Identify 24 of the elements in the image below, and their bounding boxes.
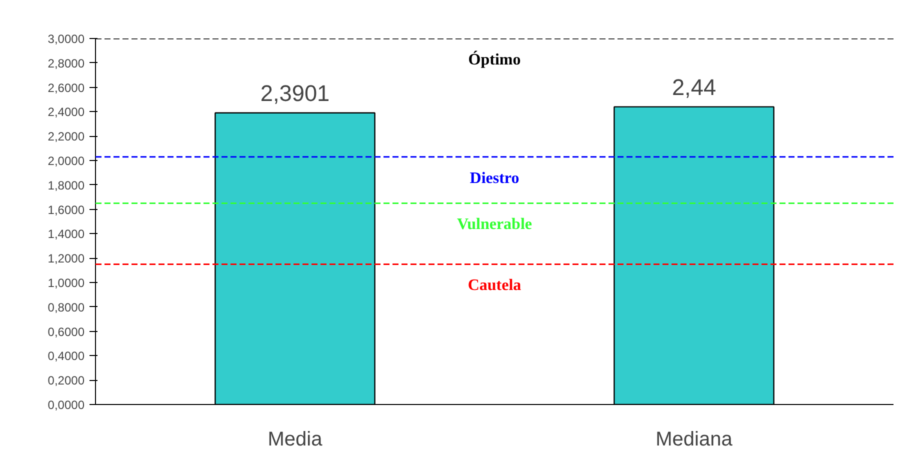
y-tick-label: 1,2000 (48, 252, 85, 266)
y-tick-label: 3,0000 (48, 32, 85, 46)
y-tick-label: 0,4000 (48, 349, 85, 364)
y-tick-label: 2,4000 (48, 105, 85, 120)
y-tick-label: 1,0000 (48, 276, 85, 290)
y-tick-label: 0,2000 (48, 374, 85, 388)
y-tick-label: 2,6000 (48, 80, 85, 95)
y-tick-label: 0,0000 (48, 398, 85, 412)
ref-line-label: Cautela (468, 277, 522, 294)
y-tick-label: 2,0000 (48, 154, 85, 168)
ref-line-label: Diestro (470, 170, 520, 187)
y-tick-label: 0,8000 (48, 300, 85, 314)
x-tick-label: Media (268, 428, 324, 450)
data-label: 2,3901 (260, 80, 330, 106)
y-tick-label: 2,2000 (48, 130, 85, 144)
x-tick-label: Mediana (656, 428, 734, 450)
data-label: 2,44 (672, 74, 716, 100)
y-tick-label: 0,6000 (48, 324, 85, 339)
ref-line-label: Óptimo (468, 50, 521, 68)
y-tick-label: 2,8000 (48, 56, 85, 70)
y-tick-label: 1,8000 (48, 178, 85, 192)
y-tick-label: 1,6000 (48, 202, 85, 217)
y-tick-label: 1,4000 (48, 227, 85, 242)
ref-line-label: Vulnerable (457, 216, 532, 234)
